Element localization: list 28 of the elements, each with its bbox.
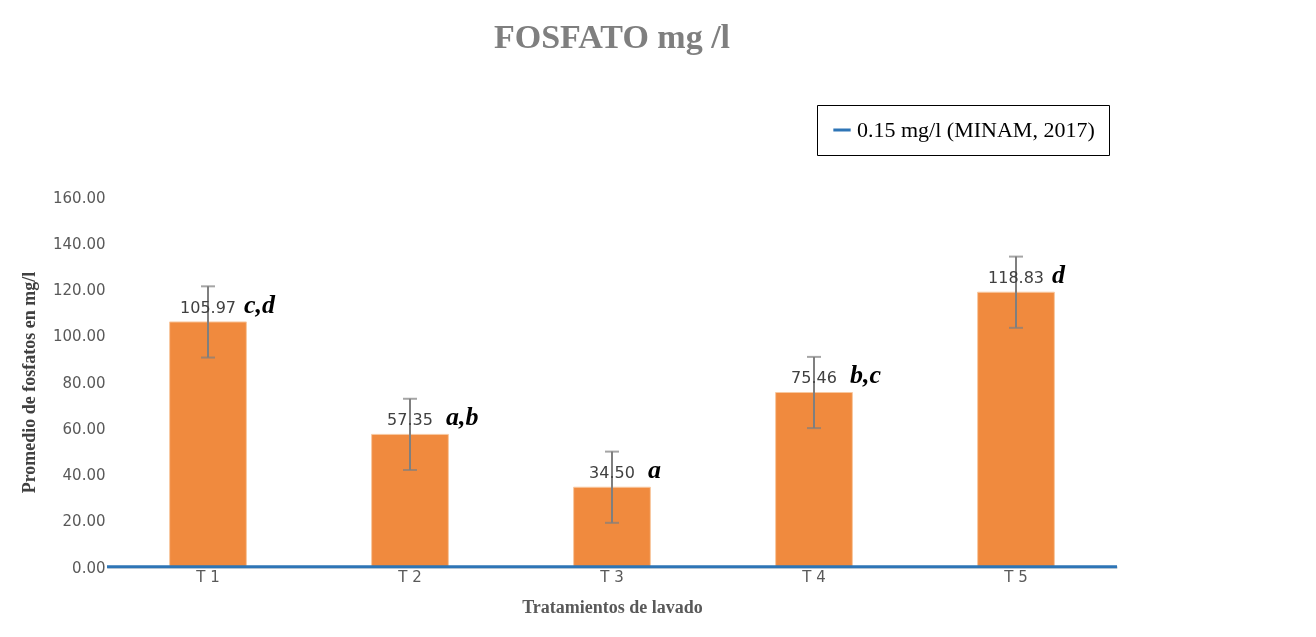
x-tick-label: T 4 <box>801 567 826 586</box>
y-tick-label: 80.00 <box>62 373 106 392</box>
y-tick-label: 0.00 <box>72 558 106 577</box>
annotation: b,c <box>850 360 882 390</box>
bar <box>371 433 449 568</box>
y-tick-label: 140.00 <box>53 234 106 253</box>
annotation: c,d <box>244 289 277 319</box>
x-tick-label: T 5 <box>1003 567 1028 586</box>
annotation: d <box>1052 260 1066 290</box>
y-tick-label: 120.00 <box>53 281 106 299</box>
bar <box>169 321 247 568</box>
annotation: a,b <box>446 402 479 432</box>
legend-label: 0.15 mg/l (MINAM, 2017) <box>857 117 1095 142</box>
x-tick-label: T 3 <box>599 567 624 586</box>
x-axis-title: Tratamientos de lavado <box>522 596 703 617</box>
y-tick-label: 20.00 <box>62 512 106 531</box>
y-tick-label: 100.00 <box>53 327 106 346</box>
x-tick-label: T 2 <box>397 567 422 586</box>
bar <box>573 486 651 568</box>
y-axis-title: Promedio de fosfatos en mg/l <box>19 271 40 494</box>
chart-title: FOSFATO mg /l <box>493 17 731 55</box>
bar <box>775 392 853 568</box>
y-tick-label: 40.00 <box>62 466 106 484</box>
y-tick-label: 60.00 <box>62 419 106 438</box>
bar <box>977 291 1055 568</box>
x-tick-label: T 1 <box>195 567 220 586</box>
y-tick-label: 160.00 <box>53 188 106 207</box>
annotation: a <box>648 455 661 485</box>
